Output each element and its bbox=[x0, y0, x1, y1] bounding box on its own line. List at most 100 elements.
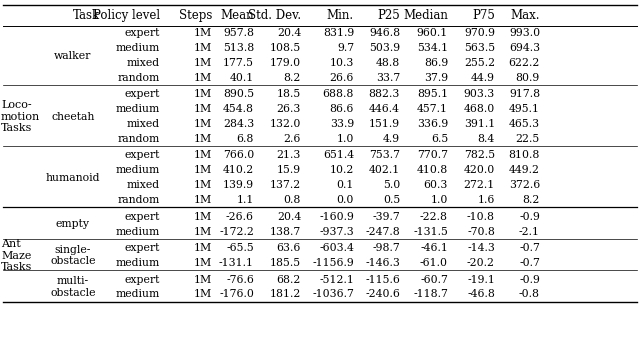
Text: 8.4: 8.4 bbox=[477, 134, 495, 144]
Text: expert: expert bbox=[125, 275, 160, 285]
Text: 1M: 1M bbox=[194, 289, 212, 299]
Text: 68.2: 68.2 bbox=[276, 275, 301, 285]
Text: 6.5: 6.5 bbox=[431, 134, 448, 144]
Text: 1.0: 1.0 bbox=[431, 195, 448, 205]
Text: -46.8: -46.8 bbox=[467, 289, 495, 299]
Text: -118.7: -118.7 bbox=[413, 289, 448, 299]
Text: 44.9: 44.9 bbox=[471, 73, 495, 83]
Text: 1.6: 1.6 bbox=[477, 195, 495, 205]
Text: 26.3: 26.3 bbox=[276, 104, 301, 114]
Text: 1M: 1M bbox=[194, 195, 212, 205]
Text: 138.7: 138.7 bbox=[269, 226, 301, 237]
Text: 21.3: 21.3 bbox=[276, 150, 301, 160]
Text: 534.1: 534.1 bbox=[417, 43, 448, 53]
Text: -19.1: -19.1 bbox=[467, 275, 495, 285]
Text: 1M: 1M bbox=[194, 89, 212, 99]
Text: 26.6: 26.6 bbox=[330, 73, 354, 83]
Text: 37.9: 37.9 bbox=[424, 73, 448, 83]
Text: 179.0: 179.0 bbox=[270, 58, 301, 68]
Text: humanoid: humanoid bbox=[45, 173, 100, 183]
Text: 946.8: 946.8 bbox=[369, 28, 400, 38]
Text: 10.2: 10.2 bbox=[330, 165, 354, 175]
Text: medium: medium bbox=[116, 289, 160, 299]
Text: 1M: 1M bbox=[194, 275, 212, 285]
Text: -39.7: -39.7 bbox=[372, 212, 400, 222]
Text: 372.6: 372.6 bbox=[509, 180, 540, 190]
Text: 10.3: 10.3 bbox=[330, 58, 354, 68]
Text: medium: medium bbox=[116, 165, 160, 175]
Text: 272.1: 272.1 bbox=[464, 180, 495, 190]
Text: -115.6: -115.6 bbox=[365, 275, 400, 285]
Text: -20.2: -20.2 bbox=[467, 258, 495, 268]
Text: 139.9: 139.9 bbox=[223, 180, 254, 190]
Text: -2.1: -2.1 bbox=[519, 226, 540, 237]
Text: 513.8: 513.8 bbox=[223, 43, 254, 53]
Text: Min.: Min. bbox=[327, 9, 354, 22]
Text: 495.1: 495.1 bbox=[509, 104, 540, 114]
Text: 622.2: 622.2 bbox=[509, 58, 540, 68]
Text: 86.9: 86.9 bbox=[424, 58, 448, 68]
Text: 4.9: 4.9 bbox=[383, 134, 400, 144]
Text: -1156.9: -1156.9 bbox=[312, 258, 354, 268]
Text: 132.0: 132.0 bbox=[269, 119, 301, 129]
Text: 810.8: 810.8 bbox=[509, 150, 540, 160]
Text: 1M: 1M bbox=[194, 134, 212, 144]
Text: Steps: Steps bbox=[179, 9, 212, 22]
Text: 0.0: 0.0 bbox=[337, 195, 354, 205]
Text: 882.3: 882.3 bbox=[369, 89, 400, 99]
Text: 1M: 1M bbox=[194, 258, 212, 268]
Text: 336.9: 336.9 bbox=[417, 119, 448, 129]
Text: 410.8: 410.8 bbox=[417, 165, 448, 175]
Text: Median: Median bbox=[403, 9, 448, 22]
Text: -512.1: -512.1 bbox=[319, 275, 354, 285]
Text: mixed: mixed bbox=[127, 58, 160, 68]
Text: random: random bbox=[118, 134, 160, 144]
Text: Task: Task bbox=[73, 9, 100, 22]
Text: 970.9: 970.9 bbox=[464, 28, 495, 38]
Text: random: random bbox=[118, 73, 160, 83]
Text: 284.3: 284.3 bbox=[223, 119, 254, 129]
Text: 651.4: 651.4 bbox=[323, 150, 354, 160]
Text: -0.8: -0.8 bbox=[519, 289, 540, 299]
Text: -98.7: -98.7 bbox=[372, 243, 400, 253]
Text: -65.5: -65.5 bbox=[227, 243, 254, 253]
Text: Mean: Mean bbox=[220, 9, 254, 22]
Text: cheetah: cheetah bbox=[51, 112, 95, 122]
Text: Policy level: Policy level bbox=[93, 9, 160, 22]
Text: 185.5: 185.5 bbox=[270, 258, 301, 268]
Text: walker: walker bbox=[54, 51, 92, 61]
Text: 0.5: 0.5 bbox=[383, 195, 400, 205]
Text: 137.2: 137.2 bbox=[269, 180, 301, 190]
Text: -131.1: -131.1 bbox=[219, 258, 254, 268]
Text: expert: expert bbox=[125, 150, 160, 160]
Text: 766.0: 766.0 bbox=[223, 150, 254, 160]
Text: 108.5: 108.5 bbox=[269, 43, 301, 53]
Text: 33.9: 33.9 bbox=[330, 119, 354, 129]
Text: -22.8: -22.8 bbox=[420, 212, 448, 222]
Text: -937.3: -937.3 bbox=[319, 226, 354, 237]
Text: -0.7: -0.7 bbox=[519, 243, 540, 253]
Text: 831.9: 831.9 bbox=[323, 28, 354, 38]
Text: 1M: 1M bbox=[194, 73, 212, 83]
Text: 503.9: 503.9 bbox=[369, 43, 400, 53]
Text: expert: expert bbox=[125, 212, 160, 222]
Text: single-
obstacle: single- obstacle bbox=[51, 245, 96, 267]
Text: 80.9: 80.9 bbox=[516, 73, 540, 83]
Text: medium: medium bbox=[116, 258, 160, 268]
Text: 563.5: 563.5 bbox=[464, 43, 495, 53]
Text: 454.8: 454.8 bbox=[223, 104, 254, 114]
Text: 1M: 1M bbox=[194, 212, 212, 222]
Text: 63.6: 63.6 bbox=[276, 243, 301, 253]
Text: 993.0: 993.0 bbox=[509, 28, 540, 38]
Text: 688.8: 688.8 bbox=[323, 89, 354, 99]
Text: P75: P75 bbox=[472, 9, 495, 22]
Text: 18.5: 18.5 bbox=[276, 89, 301, 99]
Text: 2.6: 2.6 bbox=[284, 134, 301, 144]
Text: 1M: 1M bbox=[194, 180, 212, 190]
Text: 6.8: 6.8 bbox=[237, 134, 254, 144]
Text: 255.2: 255.2 bbox=[464, 58, 495, 68]
Text: -131.5: -131.5 bbox=[413, 226, 448, 237]
Text: -0.7: -0.7 bbox=[519, 258, 540, 268]
Text: -26.6: -26.6 bbox=[226, 212, 254, 222]
Text: 753.7: 753.7 bbox=[369, 150, 400, 160]
